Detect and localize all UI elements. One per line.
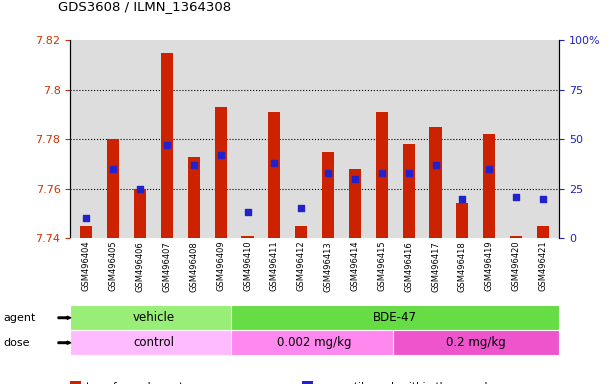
Point bbox=[404, 170, 414, 176]
Text: 0.2 mg/kg: 0.2 mg/kg bbox=[446, 336, 506, 349]
Bar bbox=[268, 112, 280, 238]
Bar bbox=[70, 305, 237, 330]
Point bbox=[269, 160, 279, 166]
Point bbox=[485, 166, 494, 172]
Point bbox=[135, 185, 145, 192]
Bar bbox=[241, 236, 254, 238]
Bar bbox=[232, 305, 559, 330]
Bar bbox=[537, 226, 549, 238]
Bar bbox=[295, 226, 307, 238]
Bar bbox=[510, 236, 522, 238]
Point bbox=[350, 176, 360, 182]
Text: transformed count: transformed count bbox=[86, 382, 183, 384]
Point bbox=[323, 170, 333, 176]
Point bbox=[511, 194, 521, 200]
Point bbox=[377, 170, 387, 176]
Text: 0.002 mg/kg: 0.002 mg/kg bbox=[277, 336, 352, 349]
Bar bbox=[430, 127, 442, 238]
Point bbox=[216, 152, 225, 158]
Bar bbox=[322, 152, 334, 238]
Bar bbox=[483, 134, 496, 238]
Text: BDE-47: BDE-47 bbox=[373, 311, 417, 324]
Bar bbox=[107, 139, 119, 238]
Point bbox=[108, 166, 118, 172]
Point bbox=[431, 162, 441, 168]
Point bbox=[458, 195, 467, 202]
Bar bbox=[376, 112, 388, 238]
Text: dose: dose bbox=[3, 338, 29, 348]
Bar bbox=[134, 189, 146, 238]
Point bbox=[162, 142, 172, 148]
Bar bbox=[70, 330, 237, 355]
Text: agent: agent bbox=[3, 313, 35, 323]
Text: vehicle: vehicle bbox=[133, 311, 175, 324]
Point bbox=[189, 162, 199, 168]
Point bbox=[296, 205, 306, 212]
Bar bbox=[232, 330, 398, 355]
Text: percentile rank within the sample: percentile rank within the sample bbox=[318, 382, 494, 384]
Point bbox=[243, 209, 252, 215]
Bar bbox=[214, 107, 227, 238]
Text: GDS3608 / ILMN_1364308: GDS3608 / ILMN_1364308 bbox=[58, 0, 231, 13]
Bar bbox=[188, 157, 200, 238]
Bar bbox=[392, 330, 559, 355]
Bar bbox=[161, 53, 173, 238]
Bar bbox=[456, 204, 469, 238]
Point bbox=[538, 195, 548, 202]
Bar bbox=[80, 226, 92, 238]
Text: control: control bbox=[133, 336, 174, 349]
Bar bbox=[349, 169, 361, 238]
Point bbox=[81, 215, 91, 222]
Bar bbox=[403, 144, 415, 238]
